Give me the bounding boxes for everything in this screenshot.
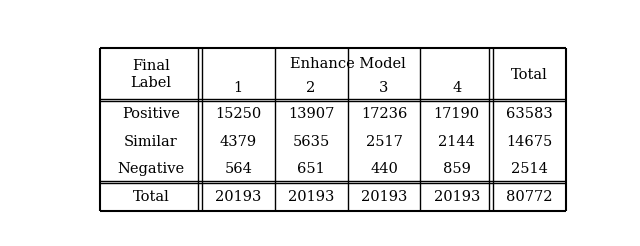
Text: 2514: 2514	[511, 162, 548, 176]
Text: 20193: 20193	[215, 190, 262, 204]
Text: Total: Total	[511, 68, 548, 82]
Text: 2: 2	[307, 81, 316, 95]
Text: Similar: Similar	[124, 135, 178, 149]
Text: Negative: Negative	[117, 162, 184, 176]
Text: 20193: 20193	[434, 190, 480, 204]
Text: 4: 4	[452, 81, 461, 95]
Text: 1: 1	[234, 81, 243, 95]
Text: Total: Total	[132, 190, 169, 204]
Text: 4379: 4379	[220, 135, 257, 149]
Text: 651: 651	[297, 162, 325, 176]
Text: 63583: 63583	[506, 107, 553, 121]
Text: Final
Label: Final Label	[131, 60, 172, 90]
Text: Positive: Positive	[122, 107, 180, 121]
Text: 17236: 17236	[361, 107, 407, 121]
Text: 80772: 80772	[506, 190, 553, 204]
Text: 2517: 2517	[365, 135, 403, 149]
Text: 17190: 17190	[434, 107, 480, 121]
Text: Enhance Model: Enhance Model	[290, 57, 405, 71]
Text: 5635: 5635	[292, 135, 330, 149]
Text: 564: 564	[224, 162, 252, 176]
Text: 13907: 13907	[288, 107, 334, 121]
Text: 3: 3	[380, 81, 388, 95]
Text: 14675: 14675	[506, 135, 553, 149]
Text: 15250: 15250	[215, 107, 261, 121]
Text: 2144: 2144	[438, 135, 476, 149]
Text: 20193: 20193	[288, 190, 334, 204]
Text: 859: 859	[443, 162, 471, 176]
Text: 440: 440	[370, 162, 398, 176]
Text: 20193: 20193	[361, 190, 407, 204]
